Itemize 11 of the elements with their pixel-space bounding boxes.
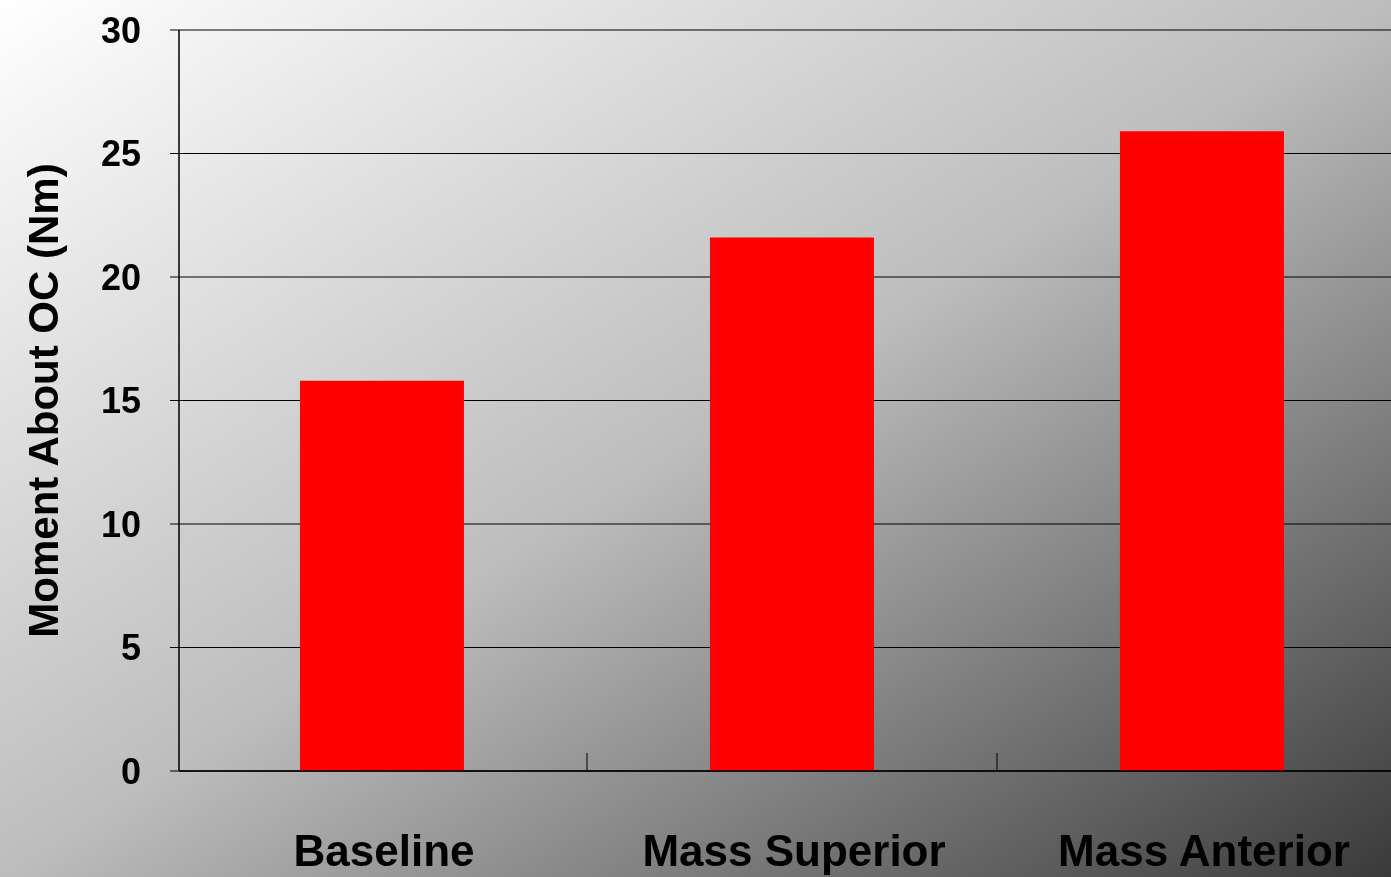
y-tick-label: 10: [100, 503, 141, 545]
x-tick-label: Mass Anterior: [1058, 826, 1350, 875]
x-tick-label: Mass Superior: [642, 826, 946, 875]
y-tick-label: 30: [100, 9, 141, 51]
y-tick-label: 0: [120, 750, 141, 792]
x-tick-label: Baseline: [293, 826, 475, 875]
y-tick-label: 15: [100, 380, 141, 422]
y-axis-title: Moment About OC (Nm): [20, 163, 67, 638]
y-tick-label: 25: [100, 133, 141, 175]
y-tick-label: 5: [120, 627, 141, 669]
y-tick-label: 20: [100, 256, 141, 298]
